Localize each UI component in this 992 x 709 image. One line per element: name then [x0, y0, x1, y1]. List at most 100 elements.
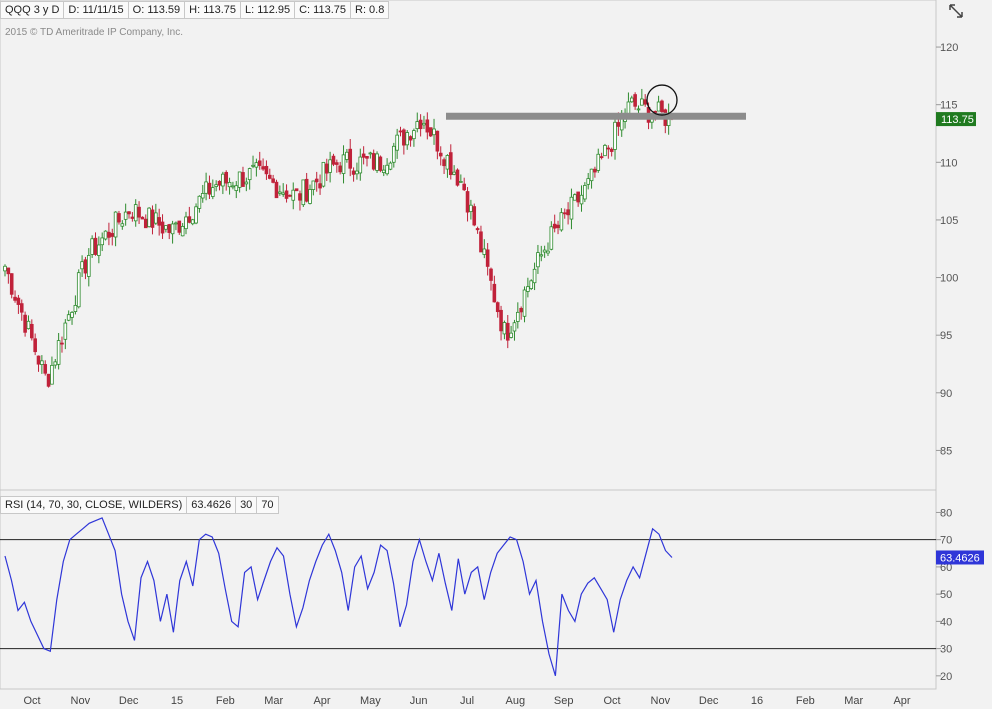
candle-body	[227, 182, 232, 188]
candle-body	[636, 108, 641, 111]
candle-body	[629, 97, 634, 103]
candle-body	[261, 166, 265, 170]
candle-body	[539, 254, 544, 257]
candle-body	[221, 173, 225, 187]
candle-body	[86, 255, 91, 277]
candle-body	[167, 224, 172, 233]
candle-body	[143, 218, 148, 229]
candle-body	[321, 161, 326, 187]
candle-body	[83, 259, 88, 274]
candle-body	[147, 207, 151, 228]
candle-body	[331, 155, 336, 165]
candle-body	[311, 180, 316, 190]
candle-body	[113, 211, 118, 238]
candle-body	[542, 249, 547, 253]
candle-body	[512, 322, 517, 332]
candle-body	[516, 311, 520, 322]
time-tick-label: 15	[171, 695, 183, 707]
candle-body	[599, 156, 604, 159]
price-badge-bg	[936, 112, 976, 127]
candle-body	[338, 165, 342, 173]
rsi-badge-text: 63.4626	[940, 552, 980, 564]
highlight-ring	[646, 84, 678, 116]
candle-body	[120, 223, 125, 227]
candle-body	[442, 159, 446, 167]
candle-body	[267, 174, 272, 179]
candle-body	[288, 194, 292, 197]
candle-body	[247, 168, 252, 181]
candle-body	[80, 261, 84, 270]
candle-body	[495, 302, 500, 313]
candle-body	[445, 155, 450, 170]
candle-body	[30, 323, 34, 339]
candle-body	[402, 129, 406, 146]
candle-body	[177, 220, 182, 233]
time-tick-label: Apr	[893, 695, 910, 707]
candle-body	[522, 289, 527, 317]
candle-body	[194, 206, 198, 224]
candle-body	[408, 136, 413, 141]
candle-body	[465, 191, 470, 213]
open-value: O: 113.59	[127, 1, 186, 19]
candle-body	[130, 216, 135, 219]
rsi-tick-label: 70	[940, 535, 952, 547]
candle-body	[479, 231, 483, 253]
candle-body	[19, 303, 24, 313]
candle-body	[23, 314, 27, 333]
close-value: C: 113.75	[294, 1, 351, 19]
candle-body	[351, 170, 356, 175]
expand-arrows-icon[interactable]	[948, 3, 964, 19]
copyright-text: 2015 © TD Ameritrade IP Company, Inc.	[5, 27, 184, 38]
candle-body	[264, 165, 269, 175]
time-tick-label: Feb	[216, 695, 235, 707]
candle-body	[536, 252, 540, 268]
candle-body	[415, 121, 420, 130]
last-price-badge: 113.75	[936, 112, 976, 127]
candle-body	[217, 180, 222, 186]
candle-body	[388, 162, 393, 170]
candle-body	[150, 209, 155, 228]
candle-body	[485, 249, 490, 267]
candle-body	[348, 148, 353, 169]
candle-body	[418, 119, 423, 130]
candle-body	[160, 221, 165, 234]
candlestick-series	[3, 88, 674, 388]
low-value: L: 112.95	[240, 1, 296, 19]
candle-body	[576, 191, 580, 203]
candle-body	[60, 342, 64, 345]
candle-body	[13, 296, 17, 301]
candle-body	[200, 193, 205, 199]
candle-body	[422, 122, 426, 126]
candle-body	[586, 178, 591, 185]
candle-body	[609, 148, 614, 152]
price-badge-text: 113.75	[941, 114, 974, 126]
candle-body	[174, 222, 178, 225]
candle-body	[596, 153, 601, 171]
candle-body	[9, 273, 14, 295]
rsi-chart[interactable]: 20 30 40 50 60 70 80 63.4626 Oct Nov Dec 15 Feb Mar…	[0, 490, 992, 709]
candle-body	[361, 153, 366, 158]
candle-body	[318, 183, 322, 189]
rsi-label[interactable]: RSI (14, 70, 30, CLOSE, WILDERS)	[0, 496, 188, 514]
candle-body	[214, 184, 218, 187]
candle-body	[385, 164, 389, 175]
time-tick-label: Oct	[603, 695, 620, 707]
candle-body	[593, 168, 597, 173]
candle-body	[284, 190, 289, 199]
candle-body	[137, 206, 141, 218]
candle-body	[526, 286, 530, 292]
candle-body	[345, 151, 349, 160]
candle-body	[190, 219, 195, 225]
candle-body	[274, 181, 279, 199]
symbol-label[interactable]: QQQ 3 y D	[0, 1, 65, 19]
candle-body	[613, 121, 617, 150]
candle-body	[123, 211, 128, 220]
price-tick-label: 100	[940, 273, 958, 285]
candle-body	[76, 272, 81, 308]
candle-body	[100, 237, 105, 246]
candle-body	[291, 189, 296, 201]
candle-body	[36, 355, 41, 365]
candle-body	[475, 228, 480, 231]
price-chart[interactable]: 85 90 95 100 105 110 115 120 113.75	[0, 0, 992, 490]
